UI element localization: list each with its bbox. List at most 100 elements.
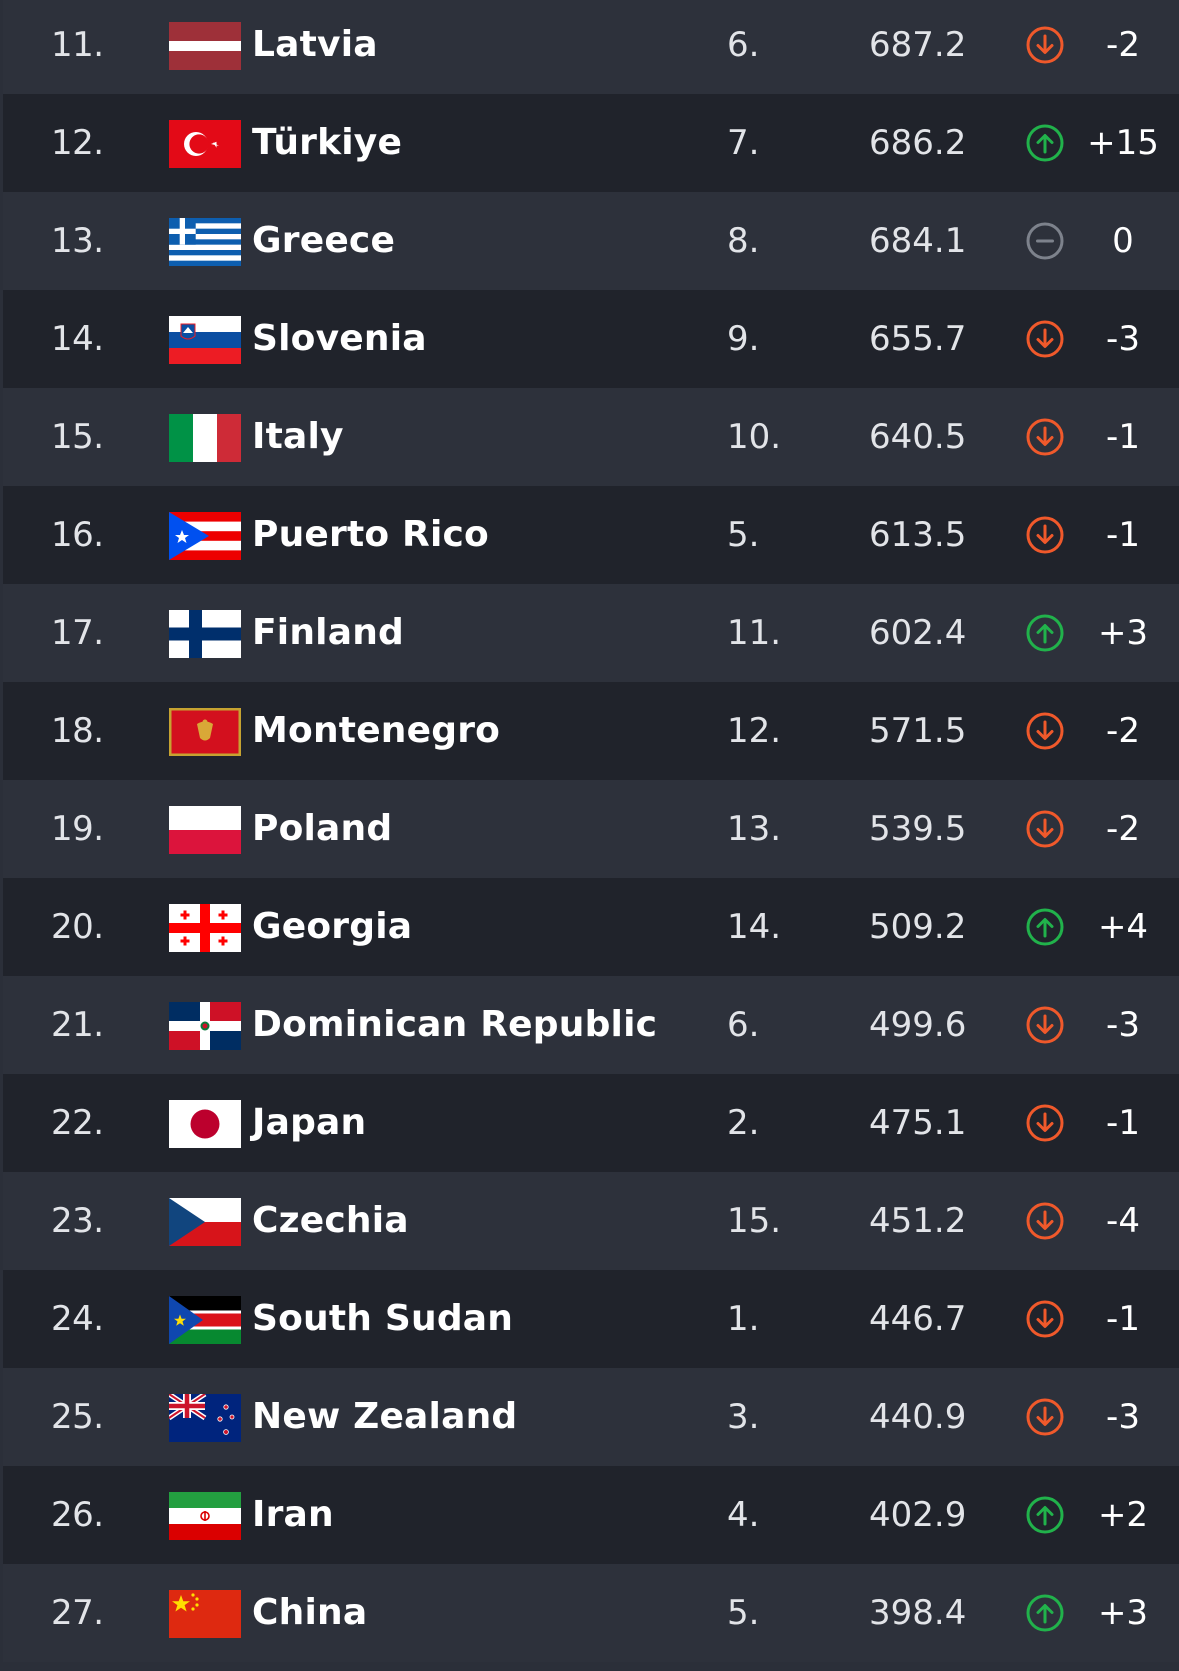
rank-change: +2 bbox=[1097, 1495, 1149, 1535]
table-row[interactable]: 27. China 5. 398.4 +3 bbox=[3, 1564, 1179, 1662]
arrow-down-circle-icon bbox=[1025, 1397, 1065, 1437]
world-rank: 19. bbox=[51, 809, 104, 849]
table-row[interactable]: 15. Italy 10. 640.5 -1 bbox=[3, 388, 1179, 486]
rank-change: -3 bbox=[1106, 319, 1140, 359]
arrow-down-circle-icon bbox=[1025, 319, 1065, 359]
country-name[interactable]: Georgia bbox=[252, 906, 413, 947]
arrow-down-circle-icon bbox=[1025, 809, 1065, 849]
country-name[interactable]: Montenegro bbox=[252, 710, 501, 751]
table-row[interactable]: 13. Greece 8. 684.1 0 bbox=[3, 192, 1179, 290]
country-name[interactable]: Italy bbox=[252, 416, 344, 457]
rank-change: -2 bbox=[1106, 809, 1140, 849]
table-row[interactable]: 26. Iran 4. 402.9 +2 bbox=[3, 1466, 1179, 1564]
china-flag bbox=[169, 1590, 241, 1638]
continental-rank: 15. bbox=[727, 1201, 782, 1241]
country-name[interactable]: Greece bbox=[252, 220, 396, 261]
rank-change: -3 bbox=[1106, 1397, 1140, 1437]
table-row[interactable]: 24. South Sudan 1. 446.7 -1 bbox=[3, 1270, 1179, 1368]
country-name[interactable]: Türkiye bbox=[252, 122, 403, 163]
continental-rank: 14. bbox=[727, 907, 782, 947]
slovenia-flag bbox=[169, 316, 241, 364]
table-row[interactable]: 19. Poland 13. 539.5 -2 bbox=[3, 780, 1179, 878]
ranking-points: 613.5 bbox=[869, 515, 967, 555]
arrow-up-circle-icon bbox=[1025, 1593, 1065, 1633]
iran-flag bbox=[169, 1492, 241, 1540]
czechia-flag bbox=[169, 1198, 241, 1246]
continental-rank: 2. bbox=[727, 1103, 760, 1143]
south-sudan-flag bbox=[169, 1296, 241, 1344]
country-name[interactable]: Puerto Rico bbox=[252, 514, 489, 555]
world-rank: 20. bbox=[51, 907, 104, 947]
table-row[interactable]: 11. Latvia 6. 687.2 -2 bbox=[3, 0, 1179, 94]
ranking-points: 602.4 bbox=[869, 613, 967, 653]
world-rank: 13. bbox=[51, 221, 104, 261]
world-rank: 15. bbox=[51, 417, 104, 457]
arrow-down-circle-icon bbox=[1025, 1201, 1065, 1241]
country-name[interactable]: Finland bbox=[252, 612, 404, 653]
world-rank: 16. bbox=[51, 515, 104, 555]
rank-change: 0 bbox=[1112, 221, 1134, 261]
continental-rank: 8. bbox=[727, 221, 760, 261]
minus-circle-icon bbox=[1025, 221, 1065, 261]
table-row[interactable]: 22. Japan 2. 475.1 -1 bbox=[3, 1074, 1179, 1172]
world-rank: 21. bbox=[51, 1005, 104, 1045]
continental-rank: 12. bbox=[727, 711, 782, 751]
continental-rank: 5. bbox=[727, 1593, 760, 1633]
table-row[interactable]: 17. Finland 11. 602.4 +3 bbox=[3, 584, 1179, 682]
world-rank: 18. bbox=[51, 711, 104, 751]
rank-change: -2 bbox=[1106, 25, 1140, 65]
country-name[interactable]: Japan bbox=[252, 1102, 367, 1143]
rank-change: -1 bbox=[1106, 417, 1140, 457]
world-rank: 22. bbox=[51, 1103, 104, 1143]
turkiye-flag bbox=[169, 120, 241, 168]
rank-change: -1 bbox=[1106, 1299, 1140, 1339]
rank-change: +15 bbox=[1087, 123, 1159, 163]
table-row[interactable]: 23. Czechia 15. 451.2 -4 bbox=[3, 1172, 1179, 1270]
world-rank: 11. bbox=[51, 25, 104, 65]
country-name[interactable]: South Sudan bbox=[252, 1298, 514, 1339]
world-rank: 24. bbox=[51, 1299, 104, 1339]
table-row[interactable]: 25. New Zealand 3. 440.9 -3 bbox=[3, 1368, 1179, 1466]
georgia-flag bbox=[169, 904, 241, 952]
country-name[interactable]: Czechia bbox=[252, 1200, 409, 1241]
arrow-up-circle-icon bbox=[1025, 123, 1065, 163]
rank-change: -3 bbox=[1106, 1005, 1140, 1045]
continental-rank: 13. bbox=[727, 809, 782, 849]
continental-rank: 6. bbox=[727, 25, 760, 65]
country-name[interactable]: Poland bbox=[252, 808, 393, 849]
puerto-rico-flag bbox=[169, 512, 241, 560]
country-name[interactable]: Latvia bbox=[252, 24, 378, 65]
arrow-down-circle-icon bbox=[1025, 711, 1065, 751]
table-row[interactable]: 16. Puerto Rico 5. 613.5 -1 bbox=[3, 486, 1179, 584]
arrow-down-circle-icon bbox=[1025, 1103, 1065, 1143]
continental-rank: 1. bbox=[727, 1299, 760, 1339]
ranking-points: 446.7 bbox=[869, 1299, 967, 1339]
rank-change: -2 bbox=[1106, 711, 1140, 751]
new-zealand-flag bbox=[169, 1394, 241, 1442]
country-name[interactable]: Slovenia bbox=[252, 318, 427, 359]
world-rank: 12. bbox=[51, 123, 104, 163]
ranking-points: 684.1 bbox=[869, 221, 967, 261]
ranking-points: 655.7 bbox=[869, 319, 967, 359]
ranking-points: 687.2 bbox=[869, 25, 967, 65]
table-row[interactable]: 14. Slovenia 9. 655.7 -3 bbox=[3, 290, 1179, 388]
country-name[interactable]: Iran bbox=[252, 1494, 334, 1535]
ranking-points: 640.5 bbox=[869, 417, 967, 457]
table-row[interactable]: 20. Georgia 14. 509.2 +4 bbox=[3, 878, 1179, 976]
ranking-points: 509.2 bbox=[869, 907, 967, 947]
arrow-up-circle-icon bbox=[1025, 907, 1065, 947]
arrow-down-circle-icon bbox=[1025, 25, 1065, 65]
arrow-down-circle-icon bbox=[1025, 417, 1065, 457]
arrow-up-circle-icon bbox=[1025, 613, 1065, 653]
ranking-points: 571.5 bbox=[869, 711, 967, 751]
table-row[interactable]: 21. Dominican Republic 6. 499.6 -3 bbox=[3, 976, 1179, 1074]
continental-rank: 3. bbox=[727, 1397, 760, 1437]
country-name[interactable]: China bbox=[252, 1592, 368, 1633]
table-row[interactable]: 18. Montenegro 12. 571.5 -2 bbox=[3, 682, 1179, 780]
country-name[interactable]: New Zealand bbox=[252, 1396, 518, 1437]
table-row[interactable]: 12. Türkiye 7. 686.2 +15 bbox=[3, 94, 1179, 192]
poland-flag bbox=[169, 806, 241, 854]
arrow-down-circle-icon bbox=[1025, 1299, 1065, 1339]
country-name[interactable]: Dominican Republic bbox=[252, 1004, 658, 1045]
